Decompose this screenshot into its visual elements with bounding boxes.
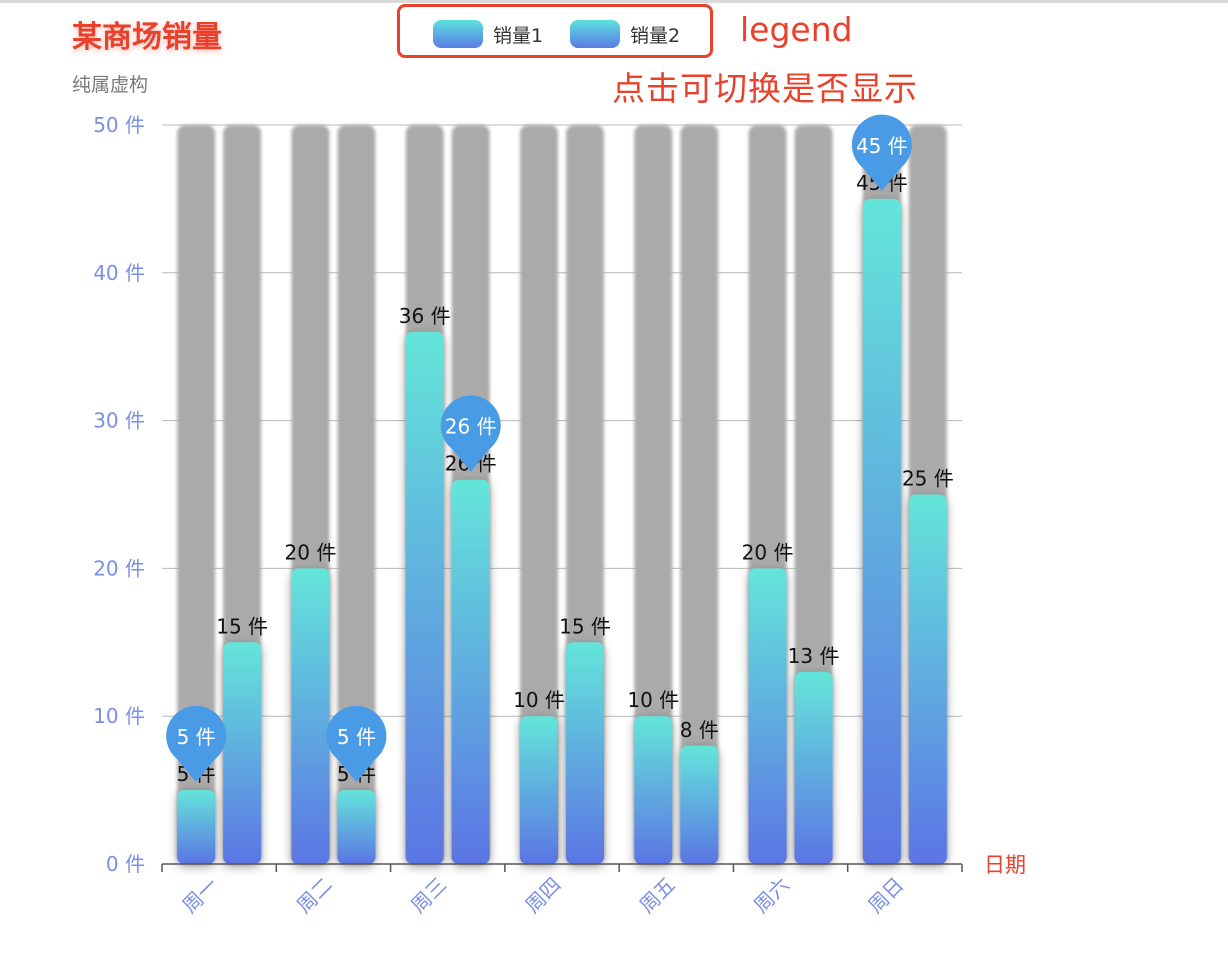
data-label: 25 件 [902,467,954,491]
bar [566,642,604,864]
legend-annotation: legend [740,10,853,49]
data-label: 13 件 [788,644,840,668]
bar [862,198,901,864]
data-label: 15 件 [559,614,611,638]
top-divider [0,0,1228,3]
chart-title: 某商场销量 [72,20,222,55]
y-tick-label: 30 件 [93,409,145,433]
chart-subtitle: 纯属虚构 [72,74,149,96]
bar-background [680,125,719,864]
legend-label-series-1: 销量1 [493,24,544,47]
bar [451,479,490,864]
markpoint-pin [166,705,227,783]
markpoint-pin [326,705,387,783]
markpoint-pin [440,395,501,472]
x-tick-label: 周五 [635,873,680,918]
data-label: 8 件 [680,718,719,742]
bar [405,331,444,864]
bar-background [337,125,376,864]
bar [291,568,330,864]
bar [748,568,787,864]
data-label: 10 件 [627,688,679,712]
markpoint-label: 5 件 [177,725,216,749]
markpoint-pin [851,114,912,191]
legend-item-series-2[interactable]: 销量2 [570,20,680,48]
data-label: 20 件 [742,540,794,564]
y-tick-label: 20 件 [93,556,145,580]
x-tick-label: 周日 [863,873,908,918]
bar [794,671,833,864]
legend-swatch-series-1 [433,20,483,48]
markpoint-label: 26 件 [445,415,497,439]
legend: 销量1 销量2 [397,4,713,58]
x-tick-label: 周一 [177,873,222,918]
x-tick-label: 周六 [749,873,794,918]
data-label: 36 件 [399,304,451,328]
bar [680,745,719,864]
y-tick-label: 40 件 [93,261,145,285]
data-label: 10 件 [513,688,565,712]
bar [634,716,673,864]
x-tick-label: 周三 [406,873,451,918]
y-tick-label: 10 件 [93,704,145,728]
toggle-annotation: 点击可切换是否显示 [612,69,918,108]
bar [223,642,262,864]
y-tick-label: 50 件 [93,113,145,137]
bar [337,790,376,864]
x-tick-label: 周四 [520,873,565,918]
bar [520,716,558,864]
data-label: 20 件 [285,540,337,564]
data-label: 15 件 [216,614,268,638]
bar-background [177,125,216,864]
bar [177,790,216,864]
legend-label-series-2: 销量2 [630,24,681,47]
y-tick-label: 0 件 [106,852,145,876]
x-axis-title: 日期 [984,853,1026,877]
bar [908,494,947,864]
legend-item-series-1[interactable]: 销量1 [433,20,543,48]
bar-background [520,125,558,864]
markpoint-label: 45 件 [856,134,908,158]
x-tick-label: 周二 [292,873,337,918]
markpoint-label: 5 件 [337,725,376,749]
legend-swatch-series-2 [570,20,620,48]
bar-background [634,125,673,864]
